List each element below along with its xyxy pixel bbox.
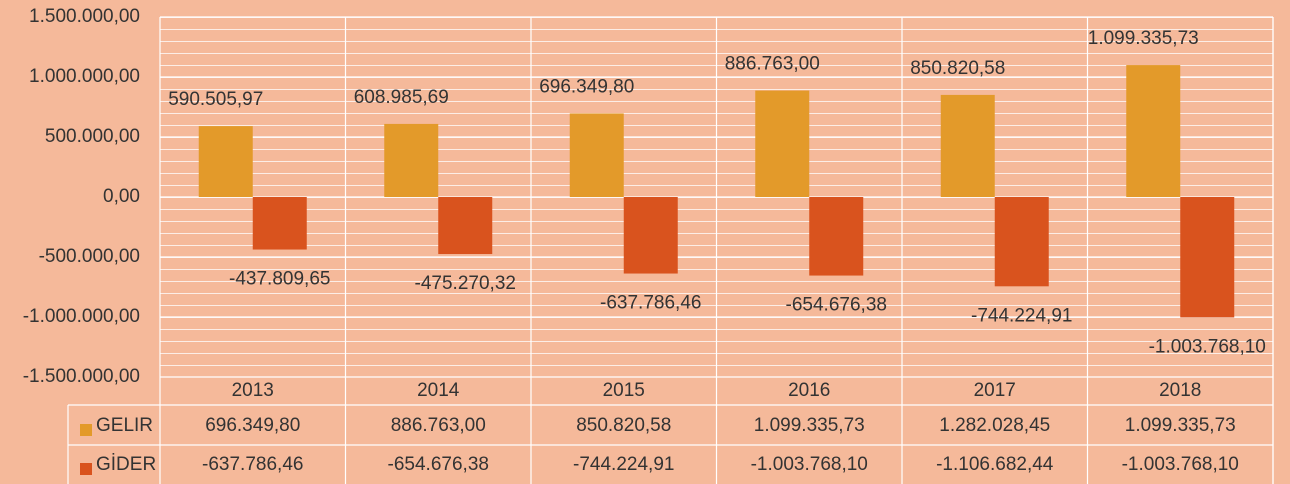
y-tick-label: 1.500.000,00 (29, 6, 140, 27)
data-label: -437.809,65 (229, 269, 330, 290)
bar (252, 197, 307, 250)
table-cell: 1.099.335,73 (754, 415, 865, 436)
x-tick-label: 2015 (603, 380, 645, 401)
legend-label: GELIR (96, 415, 153, 436)
data-label: 590.505,97 (168, 89, 263, 110)
data-label: 850.820,58 (910, 58, 1005, 79)
legend-swatch (80, 424, 92, 436)
table-cell: -1.106.682,44 (936, 454, 1054, 475)
table-cell: 1.099.335,73 (1125, 415, 1236, 436)
data-label: -1.003.768,10 (1149, 336, 1266, 357)
y-tick-label: 1.000.000,00 (29, 66, 140, 87)
y-tick-label: 500.000,00 (45, 126, 140, 147)
table-cell: -1.003.768,10 (751, 454, 868, 475)
bar (623, 197, 678, 274)
legend-swatch (80, 463, 92, 475)
x-tick-label: 2013 (232, 380, 274, 401)
x-tick-label: 2016 (788, 380, 830, 401)
y-tick-label: -1.500.000,00 (23, 366, 140, 387)
y-tick-label: -500.000,00 (39, 246, 140, 267)
table-cell: -1.003.768,10 (1122, 454, 1239, 475)
bar (1126, 65, 1181, 197)
x-tick-label: 2014 (417, 380, 460, 401)
x-tick-label: 2017 (974, 380, 1016, 401)
y-tick-label: -1.000.000,00 (23, 306, 140, 327)
table-cell: 1.282.028,45 (939, 415, 1050, 436)
bar (384, 123, 439, 197)
data-label: 886.763,00 (725, 54, 820, 75)
bar (1180, 197, 1235, 318)
bar (940, 94, 995, 197)
table-cell: 850.820,58 (576, 415, 671, 436)
bar (994, 197, 1049, 287)
table-cell: -637.786,46 (202, 454, 303, 475)
bar (809, 197, 864, 276)
x-tick-label: 2018 (1159, 380, 1201, 401)
table-cell: -744.224,91 (573, 454, 674, 475)
bar (755, 90, 810, 197)
data-label: -654.676,38 (786, 295, 887, 316)
bar (198, 126, 253, 197)
bar (569, 113, 624, 197)
data-label: 1.099.335,73 (1088, 28, 1199, 49)
table-cell: 886.763,00 (391, 415, 486, 436)
table-cell: -654.676,38 (388, 454, 489, 475)
data-label: 608.985,69 (354, 87, 449, 108)
y-tick-label: 0,00 (103, 186, 140, 207)
bar (438, 197, 493, 255)
data-label: -744.224,91 (971, 305, 1072, 326)
legend-label: GİDER (96, 454, 156, 475)
table-cell: 696.349,80 (205, 415, 300, 436)
data-label: -637.786,46 (600, 293, 701, 314)
data-label: -475.270,32 (415, 273, 516, 294)
data-label: 696.349,80 (539, 76, 634, 97)
